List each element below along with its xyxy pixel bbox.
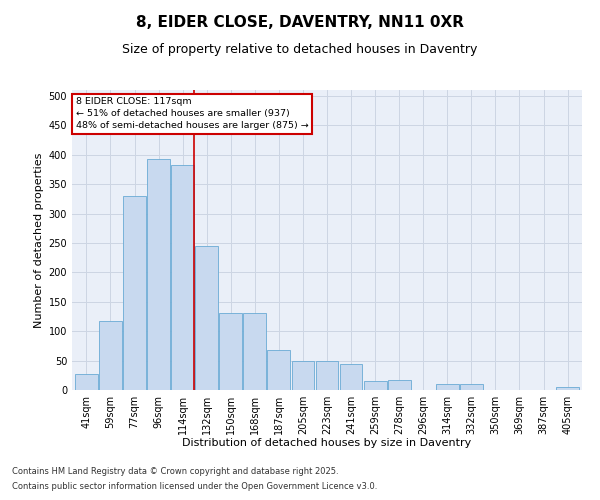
Text: 8, EIDER CLOSE, DAVENTRY, NN11 0XR: 8, EIDER CLOSE, DAVENTRY, NN11 0XR: [136, 15, 464, 30]
Bar: [220, 313, 242, 390]
Bar: [364, 381, 386, 390]
Text: Size of property relative to detached houses in Daventry: Size of property relative to detached ho…: [122, 42, 478, 56]
Bar: [460, 384, 483, 390]
Bar: [388, 380, 410, 390]
Text: Contains HM Land Registry data © Crown copyright and database right 2025.: Contains HM Land Registry data © Crown c…: [12, 467, 338, 476]
Bar: [268, 350, 290, 390]
Bar: [147, 159, 170, 390]
Bar: [195, 246, 218, 390]
Bar: [316, 360, 338, 390]
Bar: [436, 384, 459, 390]
X-axis label: Distribution of detached houses by size in Daventry: Distribution of detached houses by size …: [182, 438, 472, 448]
Bar: [556, 387, 579, 390]
Bar: [99, 320, 122, 390]
Bar: [244, 313, 266, 390]
Bar: [292, 360, 314, 390]
Text: 8 EIDER CLOSE: 117sqm
← 51% of detached houses are smaller (937)
48% of semi-det: 8 EIDER CLOSE: 117sqm ← 51% of detached …: [76, 97, 308, 130]
Bar: [171, 164, 194, 390]
Bar: [123, 196, 146, 390]
Y-axis label: Number of detached properties: Number of detached properties: [34, 152, 44, 328]
Bar: [75, 374, 98, 390]
Text: Contains public sector information licensed under the Open Government Licence v3: Contains public sector information licen…: [12, 482, 377, 491]
Bar: [340, 364, 362, 390]
